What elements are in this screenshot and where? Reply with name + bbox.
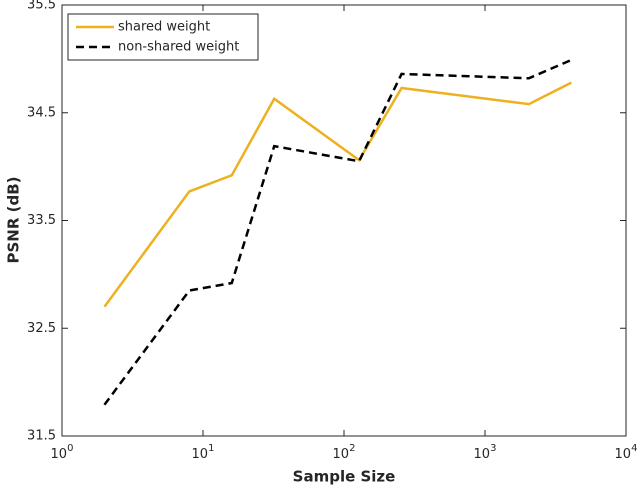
y-tick-label: 34.5: [27, 105, 56, 120]
x-tick-base: 10: [615, 447, 632, 462]
x-tick-exponent: 0: [67, 443, 73, 454]
y-tick-label: 33.5: [27, 213, 56, 228]
x-tick-label: 103: [474, 443, 497, 462]
x-tick-exponent: 4: [631, 443, 637, 454]
x-axis-title: Sample Size: [293, 468, 396, 486]
y-axis-title: PSNR (dB): [5, 176, 23, 263]
legend-label: shared weight: [118, 20, 210, 35]
x-tick-base: 10: [192, 447, 209, 462]
x-tick-label: 100: [51, 443, 74, 462]
y-tick-label: 35.5: [27, 0, 56, 13]
series-line: [103, 81, 572, 308]
x-tick-base: 10: [333, 447, 350, 462]
x-tick-exponent: 3: [490, 443, 496, 454]
x-tick-exponent: 1: [208, 443, 214, 454]
y-tick-label: 32.5: [27, 321, 56, 336]
x-tick-base: 10: [51, 447, 68, 462]
x-tick-base: 10: [474, 447, 491, 462]
x-tick-label: 102: [333, 443, 356, 462]
series-line: [103, 58, 572, 406]
legend-box: [67, 13, 259, 61]
legend-label: non-shared weight: [118, 40, 239, 55]
x-tick-exponent: 2: [349, 443, 355, 454]
x-tick-label: 104: [615, 443, 638, 462]
y-tick-label: 31.5: [27, 429, 56, 444]
x-tick-label: 101: [192, 443, 215, 462]
